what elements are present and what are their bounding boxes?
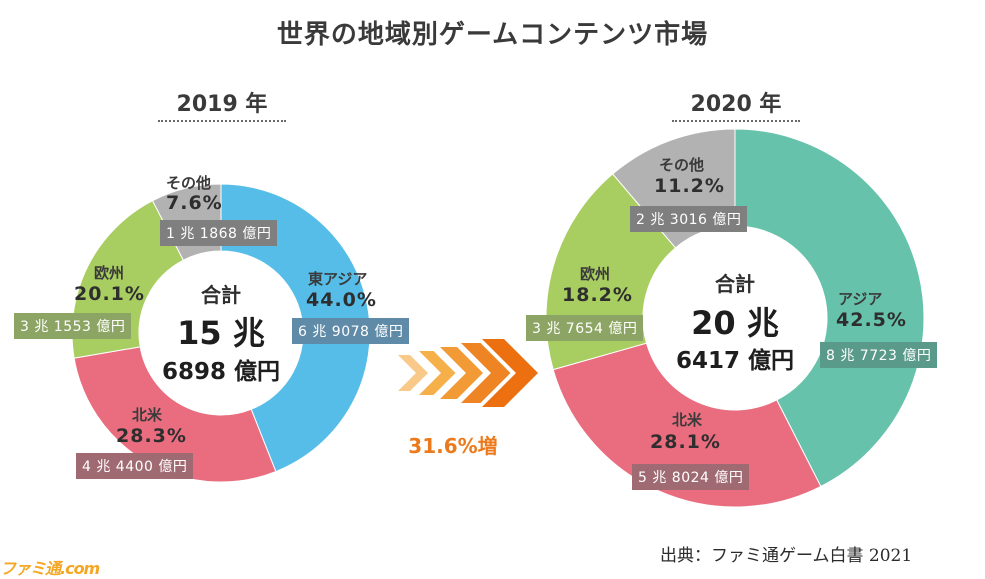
slice-percent-other-2020: 11.2% <box>654 175 725 197</box>
slice-amount-europe-2020: 3 兆 7654 億円 <box>526 315 644 341</box>
slice-amount-north-america-2020: 5 兆 8024 億円 <box>632 464 750 490</box>
slice-percent-europe-2020: 18.2% <box>562 284 633 306</box>
slice-percent-north-america-2019: 28.3% <box>116 425 187 447</box>
center-title-2019: 合計 <box>201 283 241 307</box>
chart-title: 世界の地域別ゲームコンテンツ市場 <box>276 20 709 50</box>
chevron-2 <box>419 351 456 395</box>
slice-percent-europe-2019: 20.1% <box>74 283 145 305</box>
slice-name-europe-2019: 欧州 <box>94 264 125 282</box>
slice-amount-other-2019: 1 兆 1868 億円 <box>160 220 278 246</box>
slice-amount-other-2020: 2 兆 3016 億円 <box>630 206 748 232</box>
slice-percent-asia-2020: 42.5% <box>836 309 907 331</box>
slice-east-asia-2019 <box>220 183 371 473</box>
growth-arrow-icon <box>398 339 538 407</box>
center-total-mid-2019: 6898 億円 <box>161 359 281 385</box>
slice-north-america-2019 <box>73 346 277 483</box>
chevron-5 <box>482 339 538 407</box>
center-title-2020: 合計 <box>715 272 755 296</box>
slice-asia-2020 <box>734 128 925 488</box>
slice-amount-asia-2020: 8 兆 7723 億円 <box>820 342 938 368</box>
slice-name-other-2019: その他 <box>166 174 212 192</box>
slice-name-other-2020: その他 <box>659 156 705 174</box>
slice-name-north-america-2020: 北米 <box>672 411 703 429</box>
slice-percent-east-asia-2019: 44.0% <box>306 289 377 311</box>
year-label-2019: 2019 年 <box>158 86 286 122</box>
slice-name-north-america-2019: 北米 <box>132 406 163 424</box>
slice-amount-north-america-2019: 4 兆 4400 億円 <box>76 453 194 479</box>
slice-name-asia-2020: アジア <box>838 290 883 308</box>
year-label-2020: 2020 年 <box>672 86 800 122</box>
slice-name-europe-2020: 欧州 <box>580 265 611 283</box>
slice-percent-north-america-2020: 28.1% <box>650 431 721 453</box>
slice-percent-other-2019: 7.6% <box>166 192 223 214</box>
growth-label: 31.6%増 <box>408 434 498 458</box>
chevron-3 <box>440 347 483 399</box>
watermark-logo: ファミ通.com <box>0 559 100 578</box>
center-total-big-2020: 20 兆 <box>691 304 779 342</box>
source-label: 出典：ファミ通ゲーム白書 2021 <box>660 546 913 566</box>
slice-amount-europe-2019: 3 兆 1553 億円 <box>14 313 132 339</box>
chevron-4 <box>461 343 511 403</box>
slice-north-america-2020 <box>552 342 822 508</box>
chevron-1 <box>398 355 428 391</box>
slice-name-east-asia-2019: 東アジア <box>308 270 368 288</box>
slice-amount-east-asia-2019: 6 兆 9078 億円 <box>292 318 410 344</box>
center-total-big-2019: 15 兆 <box>177 314 265 352</box>
center-total-mid-2020: 6417 億円 <box>675 348 795 374</box>
